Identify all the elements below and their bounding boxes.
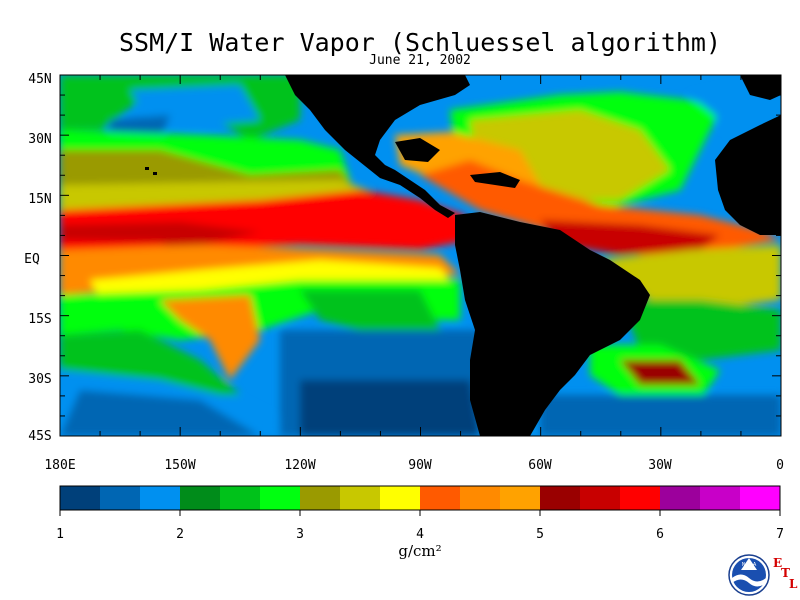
lon-label: 90W — [408, 458, 432, 473]
lon-label: 60W — [528, 458, 552, 473]
colorbar-swatch — [220, 486, 261, 510]
colorbar-swatch — [260, 486, 301, 510]
water-vapor-map — [60, 75, 781, 436]
colorbar-swatch — [540, 486, 581, 510]
etl-letter-e: E — [773, 556, 782, 570]
colorbar-swatch — [660, 486, 701, 510]
lon-label: 30W — [648, 458, 672, 473]
latitude-labels: 45N 30N 15N EQ 15S 30S 45S — [24, 72, 52, 444]
colorbar-swatch — [500, 486, 541, 510]
colorbar-swatch — [740, 486, 781, 510]
colorbar-swatch — [460, 486, 501, 510]
colorbar-unit: g/cm² — [398, 542, 441, 560]
map-date: June 21, 2002 — [369, 53, 471, 68]
colorbar-swatch — [180, 486, 221, 510]
colorbar-swatch — [340, 486, 381, 510]
lat-label: 30N — [28, 132, 51, 147]
colorbar-label: 7 — [776, 527, 784, 542]
lon-label: 0 — [776, 458, 784, 473]
colorbar-swatch — [420, 486, 461, 510]
noaa-logo-text: NOAA — [742, 562, 757, 568]
colorbar-label: 3 — [296, 527, 304, 542]
colorbar-label: 5 — [536, 527, 544, 542]
lat-label: 45S — [28, 429, 51, 444]
lon-label: 180E — [44, 458, 75, 473]
lat-label: 15N — [28, 192, 51, 207]
etl-letter-t: T — [781, 566, 790, 580]
colorbar-swatch — [380, 486, 421, 510]
land-mask — [145, 75, 781, 436]
colorbar-swatch — [60, 486, 101, 510]
colorbar — [59, 485, 781, 516]
colorbar-swatch — [580, 486, 621, 510]
colorbar-swatch — [140, 486, 181, 510]
colorbar-labels: 1 2 3 4 5 6 7 — [56, 527, 784, 542]
axis-ticks — [59, 74, 782, 437]
longitude-labels: 180E 150W 120W 90W 60W 30W 0 — [44, 458, 784, 473]
lat-label: 30S — [28, 372, 51, 387]
lon-label: 120W — [284, 458, 315, 473]
colorbar-label: 6 — [656, 527, 664, 542]
colorbar-swatch — [620, 486, 661, 510]
colorbar-label: 2 — [176, 527, 184, 542]
noaa-logo: NOAA — [728, 554, 770, 596]
colorbar-label: 1 — [56, 527, 64, 542]
lat-label: 15S — [28, 312, 51, 327]
lat-label: EQ — [24, 252, 40, 267]
lat-label: 45N — [28, 72, 51, 87]
colorbar-swatch — [700, 486, 741, 510]
colorbar-swatch — [300, 486, 341, 510]
map-title: SSM/I Water Vapor (Schluessel algorithm) — [118, 28, 722, 57]
etl-letter-l: L — [789, 577, 798, 591]
colorbar-swatch — [100, 486, 141, 510]
lon-label: 150W — [164, 458, 195, 473]
colorbar-label: 4 — [416, 527, 424, 542]
